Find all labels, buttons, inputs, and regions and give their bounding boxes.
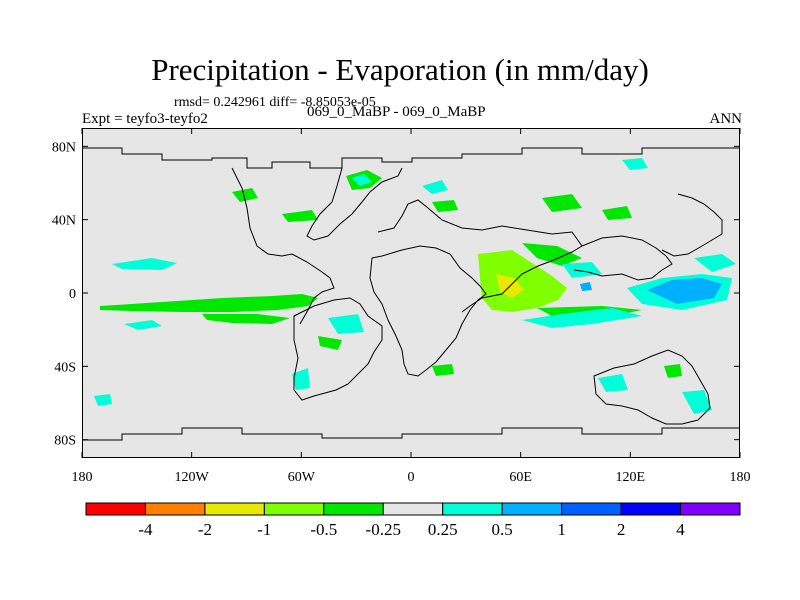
- colorbar-label: 0.5: [492, 520, 513, 539]
- contour-region: [664, 364, 682, 378]
- contour-region: [100, 294, 318, 312]
- season-label: ANN: [709, 111, 743, 127]
- contour-region: [124, 320, 162, 330]
- contour-region: [318, 336, 342, 350]
- colorbar-box: [442, 502, 503, 516]
- colorbar-label: 0.25: [428, 520, 458, 539]
- coastlines: [82, 147, 740, 441]
- x-tick-label: 180: [72, 470, 93, 485]
- colorbar-boxes: [85, 502, 741, 516]
- coastline: [231, 167, 335, 325]
- colorbar-box: [204, 502, 265, 516]
- colorbar-box: [620, 502, 682, 516]
- map-border: [82, 128, 740, 458]
- contour-region: [682, 390, 712, 414]
- contour-region: [562, 262, 602, 278]
- contour-region: [522, 308, 642, 328]
- contour-region: [602, 206, 632, 220]
- y-tick-label: 80N: [52, 140, 76, 155]
- coastline: [293, 297, 383, 401]
- contour-region: [542, 194, 582, 212]
- colorbar-box: [680, 502, 741, 516]
- contour-region: [522, 243, 582, 266]
- contour-region: [647, 278, 722, 304]
- coastline: [593, 349, 711, 425]
- x-tick-label: 60W: [288, 470, 316, 485]
- coastline: [82, 147, 740, 169]
- colorbar-label: -0.25: [366, 520, 401, 539]
- colorbar-label: -0.5: [310, 520, 337, 539]
- colorbar-label: -1: [257, 520, 271, 539]
- x-tick-label: 180: [730, 470, 751, 485]
- x-tick-label: 0: [408, 470, 415, 485]
- contour-region: [202, 314, 290, 324]
- contour-region: [112, 258, 177, 270]
- map-background: [82, 128, 740, 458]
- contour-region: [328, 314, 364, 334]
- colorbar-box: [561, 502, 622, 516]
- contour-region: [94, 394, 112, 406]
- colorbar-labels: -4 -2 -1 -0.5 -0.25 0.25 0.5 1 2 4: [138, 520, 685, 539]
- contour-region: [282, 210, 318, 222]
- coastline: [369, 245, 487, 377]
- colorbar: -4 -2 -1 -0.5 -0.25 0.25 0.5 1 2 4: [85, 502, 741, 539]
- contour-region: [580, 282, 592, 291]
- y-tick-label: 80S: [54, 434, 76, 449]
- colorbar-label: -4: [138, 520, 153, 539]
- colorbar-label: 2: [617, 520, 626, 539]
- contour-region: [478, 250, 567, 312]
- experiment-label: Expt = teyfo3-teyfo2: [82, 111, 208, 127]
- coastline: [661, 193, 723, 257]
- colorbar-label: -2: [198, 520, 212, 539]
- x-tick-label: 120E: [616, 470, 646, 485]
- contour-region: [352, 174, 372, 186]
- stats-text: rmsd= 0.242961 diff= -8.85053e-05: [174, 95, 376, 110]
- world-map: [82, 128, 740, 458]
- colorbar-label: 4: [676, 520, 685, 539]
- colorbar-label: 1: [557, 520, 566, 539]
- coastline: [573, 235, 673, 281]
- coastline: [377, 199, 583, 313]
- contour-fills: [94, 158, 736, 414]
- colorbar-box: [144, 502, 206, 516]
- colorbar-box: [323, 502, 384, 516]
- x-tick-label: 60E: [509, 470, 532, 485]
- contour-region: [232, 188, 258, 202]
- case-label: 069_0_MaBP - 069_0_MaBP: [307, 104, 486, 120]
- map-frame: [82, 128, 740, 458]
- y-tick-label: 40S: [54, 360, 76, 375]
- colorbar-box: [85, 502, 146, 516]
- colorbar-box: [501, 502, 563, 516]
- contour-region: [432, 364, 454, 376]
- plot-title: Precipitation - Evaporation (in mm/day): [151, 52, 649, 87]
- colorbar-box: [263, 502, 325, 516]
- contour-region: [292, 368, 310, 390]
- axis-tick-labels: 180 120W 60W 0 60E 120E 180 80N 40N 0 40S 80S: [52, 140, 751, 485]
- colorbar-box: [382, 502, 444, 516]
- y-tick-label: 0: [69, 287, 76, 302]
- contour-region: [598, 374, 628, 392]
- contour-region: [622, 158, 648, 170]
- coastline: [82, 427, 740, 441]
- x-tick-label: 120W: [175, 470, 210, 485]
- contour-region: [694, 254, 736, 272]
- contour-region: [422, 180, 448, 194]
- y-tick-label: 40N: [52, 214, 76, 229]
- contour-region: [432, 200, 458, 212]
- coastline: [306, 167, 403, 241]
